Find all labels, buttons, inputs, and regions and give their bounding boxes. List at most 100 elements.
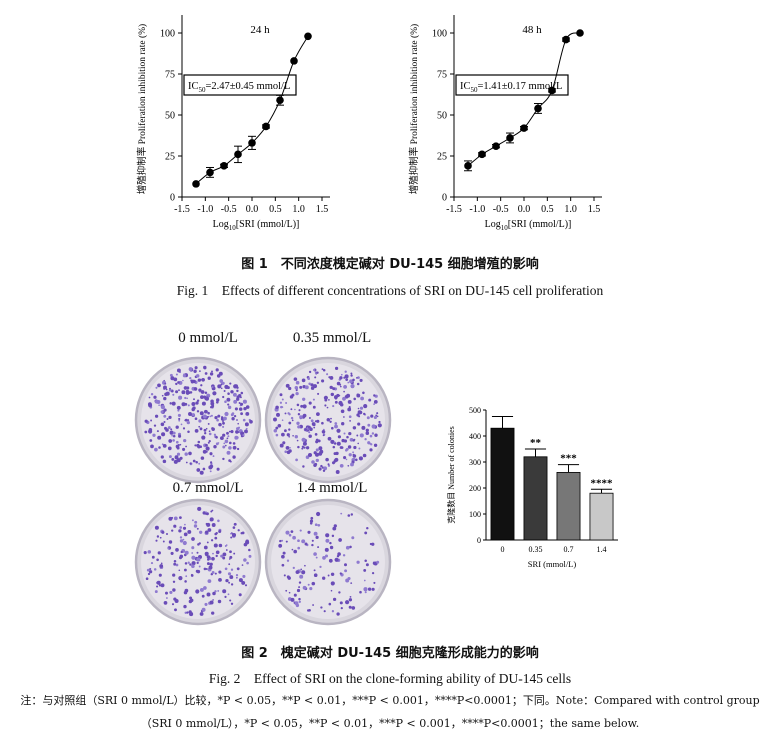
colony-dot [297,413,301,416]
colony-dot [193,387,198,391]
colony-dot [332,597,337,602]
colony-dot [290,530,294,533]
colony-dot [295,380,300,385]
y-tick-label: 100 [432,29,447,40]
colony-dot [240,391,244,395]
colony-dot [205,567,208,571]
colony-dot [303,446,306,449]
colony-dot [206,555,211,559]
colony-dot [223,442,226,445]
colony-dot [204,372,208,375]
x-tick-label: 1.5 [316,204,329,215]
colony-dot [363,412,366,416]
data-point-0 [464,162,472,170]
colony-dot [179,443,182,446]
colony-dot [205,511,208,514]
colony-dot [329,420,332,423]
colony-dot [184,611,187,614]
colony-dot [171,457,175,461]
colony-dot [299,574,304,579]
colony-dot [148,429,153,434]
colony-dot [199,370,201,372]
colony-dot [352,378,355,382]
colony-dot [347,399,352,404]
colony-dot [154,399,159,404]
data-point-4 [520,124,528,132]
colony-dot [220,381,223,384]
colony-dot [327,574,330,577]
colony-dot [187,529,192,534]
colony-dot [273,417,277,422]
colony-dot [156,558,159,562]
ic50-box [183,74,297,96]
colony-dot [348,605,352,609]
colony-dot [173,560,177,563]
colony-dot [375,414,378,417]
colony-dot [364,559,367,563]
colony-dot [227,593,230,596]
colony-dot [148,570,153,574]
colony-dot [240,531,243,535]
colony-dot [229,575,234,580]
colony-dot [330,392,335,397]
colony-dot [218,543,223,548]
colony-dot [153,568,157,571]
dish-07 [134,498,262,626]
colony-dot [228,441,232,445]
colony-dot [236,419,238,421]
x-tick-label: -0.5 [221,204,237,215]
y-axis-label: 克隆数目 Number of colonies [446,426,456,524]
colony-dishes [134,356,392,626]
data-point-3 [506,134,514,142]
colony-dot [211,611,215,615]
ic50-annotation: IC50=1.41±0.17 mmol/L [460,81,562,94]
colony-dot [316,419,320,423]
colony-dot [288,421,292,425]
colony-dot [365,428,369,432]
colony-dot [222,395,225,399]
colony-dot [371,571,375,575]
colony-dot [230,583,234,586]
colony-dot [343,390,345,393]
colony-dot [209,470,212,473]
data-point-3 [234,150,242,159]
colony-dot [297,539,300,543]
colony-dot [172,439,175,442]
colony-dot [244,422,249,427]
colony-dot [336,554,340,558]
colony-dot [179,539,184,543]
colony-dot [238,407,243,411]
colony-dot [215,550,220,555]
colony-dot [182,447,186,451]
colony-dot [189,598,194,603]
colony-dot [211,427,214,430]
colony-dot [249,419,253,424]
colony-dot [207,376,211,380]
colony-dot [208,430,211,433]
colony-dot [227,435,230,438]
colony-dot [377,423,382,428]
colony-dot [207,411,210,415]
colony-dot [243,407,247,411]
colony-dot [201,607,206,612]
colony-dot [311,460,315,464]
colony-dot [296,421,300,425]
colony-dot [214,536,218,540]
colony-dot [160,562,163,565]
colony-dot [200,390,205,394]
colony-dot [298,586,301,589]
colony-dot [232,526,236,529]
colony-dot [230,430,234,434]
colony-dot [201,377,205,382]
colony-dot [229,550,232,554]
colony-dot [364,531,368,535]
colony-dot [228,430,231,433]
colony-dot [175,456,179,460]
colony-dot [168,415,172,420]
colony-dot [312,398,315,401]
colony-dot [220,416,224,419]
colony-dot [178,529,182,533]
colony-dot [348,415,352,419]
colony-dot [285,383,290,388]
data-point-2 [220,162,228,170]
